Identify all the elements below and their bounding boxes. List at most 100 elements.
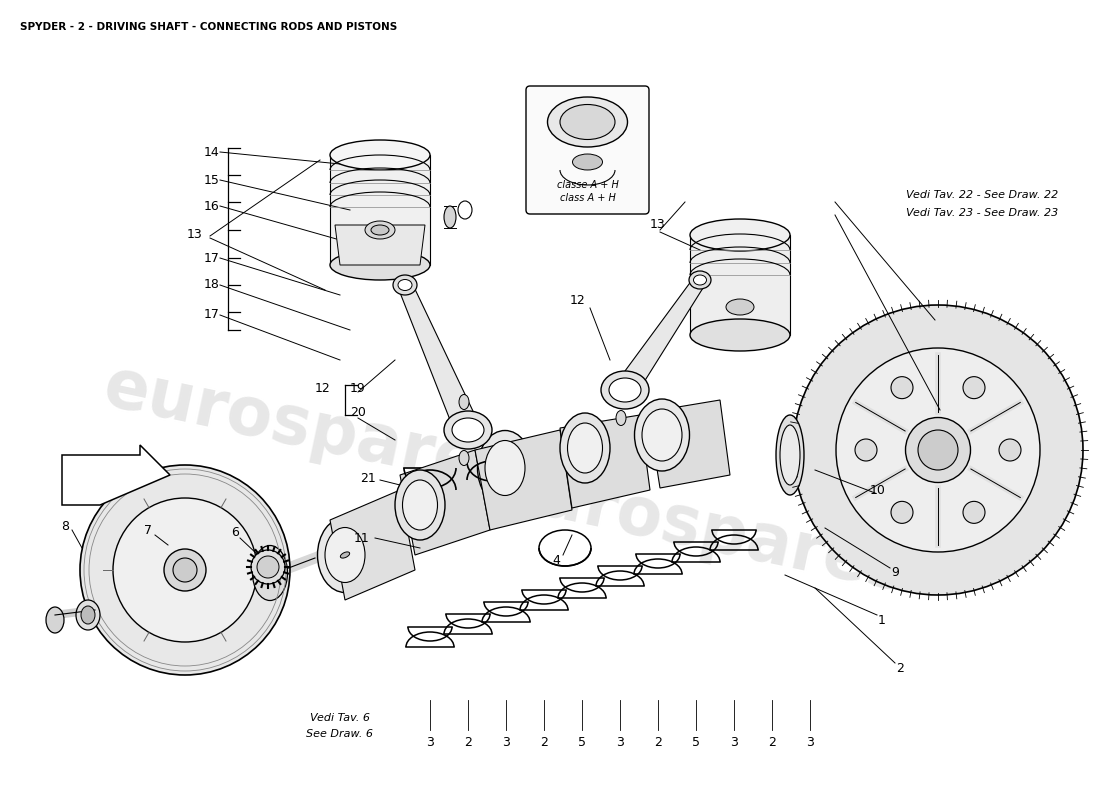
- Ellipse shape: [46, 607, 64, 633]
- Text: 9: 9: [891, 566, 899, 578]
- Ellipse shape: [560, 105, 615, 139]
- Text: See Draw. 6: See Draw. 6: [307, 729, 374, 739]
- Text: 5: 5: [578, 735, 586, 749]
- Ellipse shape: [257, 556, 279, 578]
- Text: 15: 15: [205, 174, 220, 186]
- Polygon shape: [610, 280, 708, 390]
- Text: 21: 21: [360, 471, 376, 485]
- Ellipse shape: [572, 154, 603, 170]
- Text: Vedi Tav. 6: Vedi Tav. 6: [310, 713, 370, 723]
- Polygon shape: [400, 450, 490, 555]
- Text: 19: 19: [350, 382, 366, 394]
- Ellipse shape: [253, 546, 287, 601]
- Ellipse shape: [891, 502, 913, 523]
- Text: 8: 8: [60, 519, 69, 533]
- Text: 13: 13: [187, 229, 202, 242]
- Text: classe A + H: classe A + H: [557, 180, 618, 190]
- Polygon shape: [397, 285, 482, 430]
- Ellipse shape: [403, 480, 438, 530]
- Ellipse shape: [999, 439, 1021, 461]
- Text: 5: 5: [692, 735, 700, 749]
- Ellipse shape: [395, 470, 446, 540]
- Ellipse shape: [609, 378, 641, 402]
- Ellipse shape: [324, 527, 365, 582]
- Text: Vedi Tav. 23 - See Draw. 23: Vedi Tav. 23 - See Draw. 23: [905, 208, 1058, 218]
- Text: 11: 11: [354, 531, 370, 545]
- Ellipse shape: [560, 413, 610, 483]
- Text: 3: 3: [730, 735, 738, 749]
- Ellipse shape: [780, 425, 800, 485]
- Ellipse shape: [444, 411, 492, 449]
- Ellipse shape: [164, 549, 206, 591]
- Text: 2: 2: [768, 735, 776, 749]
- Ellipse shape: [330, 250, 430, 280]
- Ellipse shape: [81, 606, 95, 624]
- FancyBboxPatch shape: [526, 86, 649, 214]
- Polygon shape: [62, 445, 170, 505]
- Text: eurospares: eurospares: [487, 454, 913, 606]
- Text: 14: 14: [205, 146, 220, 158]
- Text: 3: 3: [426, 735, 433, 749]
- Ellipse shape: [459, 394, 469, 410]
- Text: 2: 2: [464, 735, 472, 749]
- Ellipse shape: [173, 558, 197, 582]
- Ellipse shape: [80, 465, 290, 675]
- Polygon shape: [330, 155, 430, 265]
- Polygon shape: [648, 400, 730, 488]
- Text: Vedi Tav. 22 - See Draw. 22: Vedi Tav. 22 - See Draw. 22: [905, 190, 1058, 200]
- Text: 3: 3: [806, 735, 814, 749]
- Text: 12: 12: [570, 294, 586, 306]
- Polygon shape: [475, 430, 572, 530]
- Text: 1: 1: [878, 614, 886, 626]
- Ellipse shape: [318, 518, 373, 593]
- Ellipse shape: [548, 97, 627, 147]
- Ellipse shape: [836, 348, 1040, 552]
- Polygon shape: [336, 225, 425, 265]
- Ellipse shape: [635, 399, 690, 471]
- Polygon shape: [560, 415, 650, 508]
- Text: class A + H: class A + H: [560, 193, 615, 203]
- Ellipse shape: [642, 409, 682, 461]
- Text: 10: 10: [870, 483, 886, 497]
- Ellipse shape: [477, 430, 532, 506]
- Ellipse shape: [962, 502, 984, 523]
- Text: 3: 3: [616, 735, 624, 749]
- Polygon shape: [690, 235, 790, 335]
- Ellipse shape: [459, 450, 469, 466]
- Ellipse shape: [690, 319, 790, 351]
- Text: 2: 2: [654, 735, 662, 749]
- Polygon shape: [330, 490, 415, 600]
- Ellipse shape: [485, 441, 525, 495]
- Text: 17: 17: [205, 309, 220, 322]
- Ellipse shape: [689, 271, 711, 289]
- Ellipse shape: [693, 275, 706, 285]
- Ellipse shape: [905, 418, 970, 482]
- Text: 18: 18: [205, 278, 220, 291]
- Ellipse shape: [793, 305, 1084, 595]
- Ellipse shape: [568, 423, 603, 473]
- Ellipse shape: [113, 498, 257, 642]
- Text: 20: 20: [350, 406, 366, 419]
- Text: 12: 12: [315, 382, 330, 394]
- Text: 2: 2: [896, 662, 904, 674]
- Text: 7: 7: [144, 523, 152, 537]
- Ellipse shape: [76, 600, 100, 630]
- Text: 4: 4: [552, 554, 560, 566]
- Text: 3: 3: [502, 735, 510, 749]
- Ellipse shape: [891, 377, 913, 398]
- Ellipse shape: [398, 279, 412, 290]
- Ellipse shape: [726, 299, 754, 315]
- Text: 13: 13: [650, 218, 666, 231]
- Ellipse shape: [690, 219, 790, 251]
- Text: 17: 17: [205, 251, 220, 265]
- Ellipse shape: [962, 377, 984, 398]
- Ellipse shape: [340, 552, 350, 558]
- Text: eurospares: eurospares: [97, 354, 522, 506]
- Text: 2: 2: [540, 735, 548, 749]
- Ellipse shape: [371, 225, 389, 235]
- Ellipse shape: [776, 415, 804, 495]
- Ellipse shape: [393, 275, 417, 295]
- Ellipse shape: [365, 221, 395, 239]
- Ellipse shape: [251, 550, 285, 584]
- Ellipse shape: [330, 140, 430, 170]
